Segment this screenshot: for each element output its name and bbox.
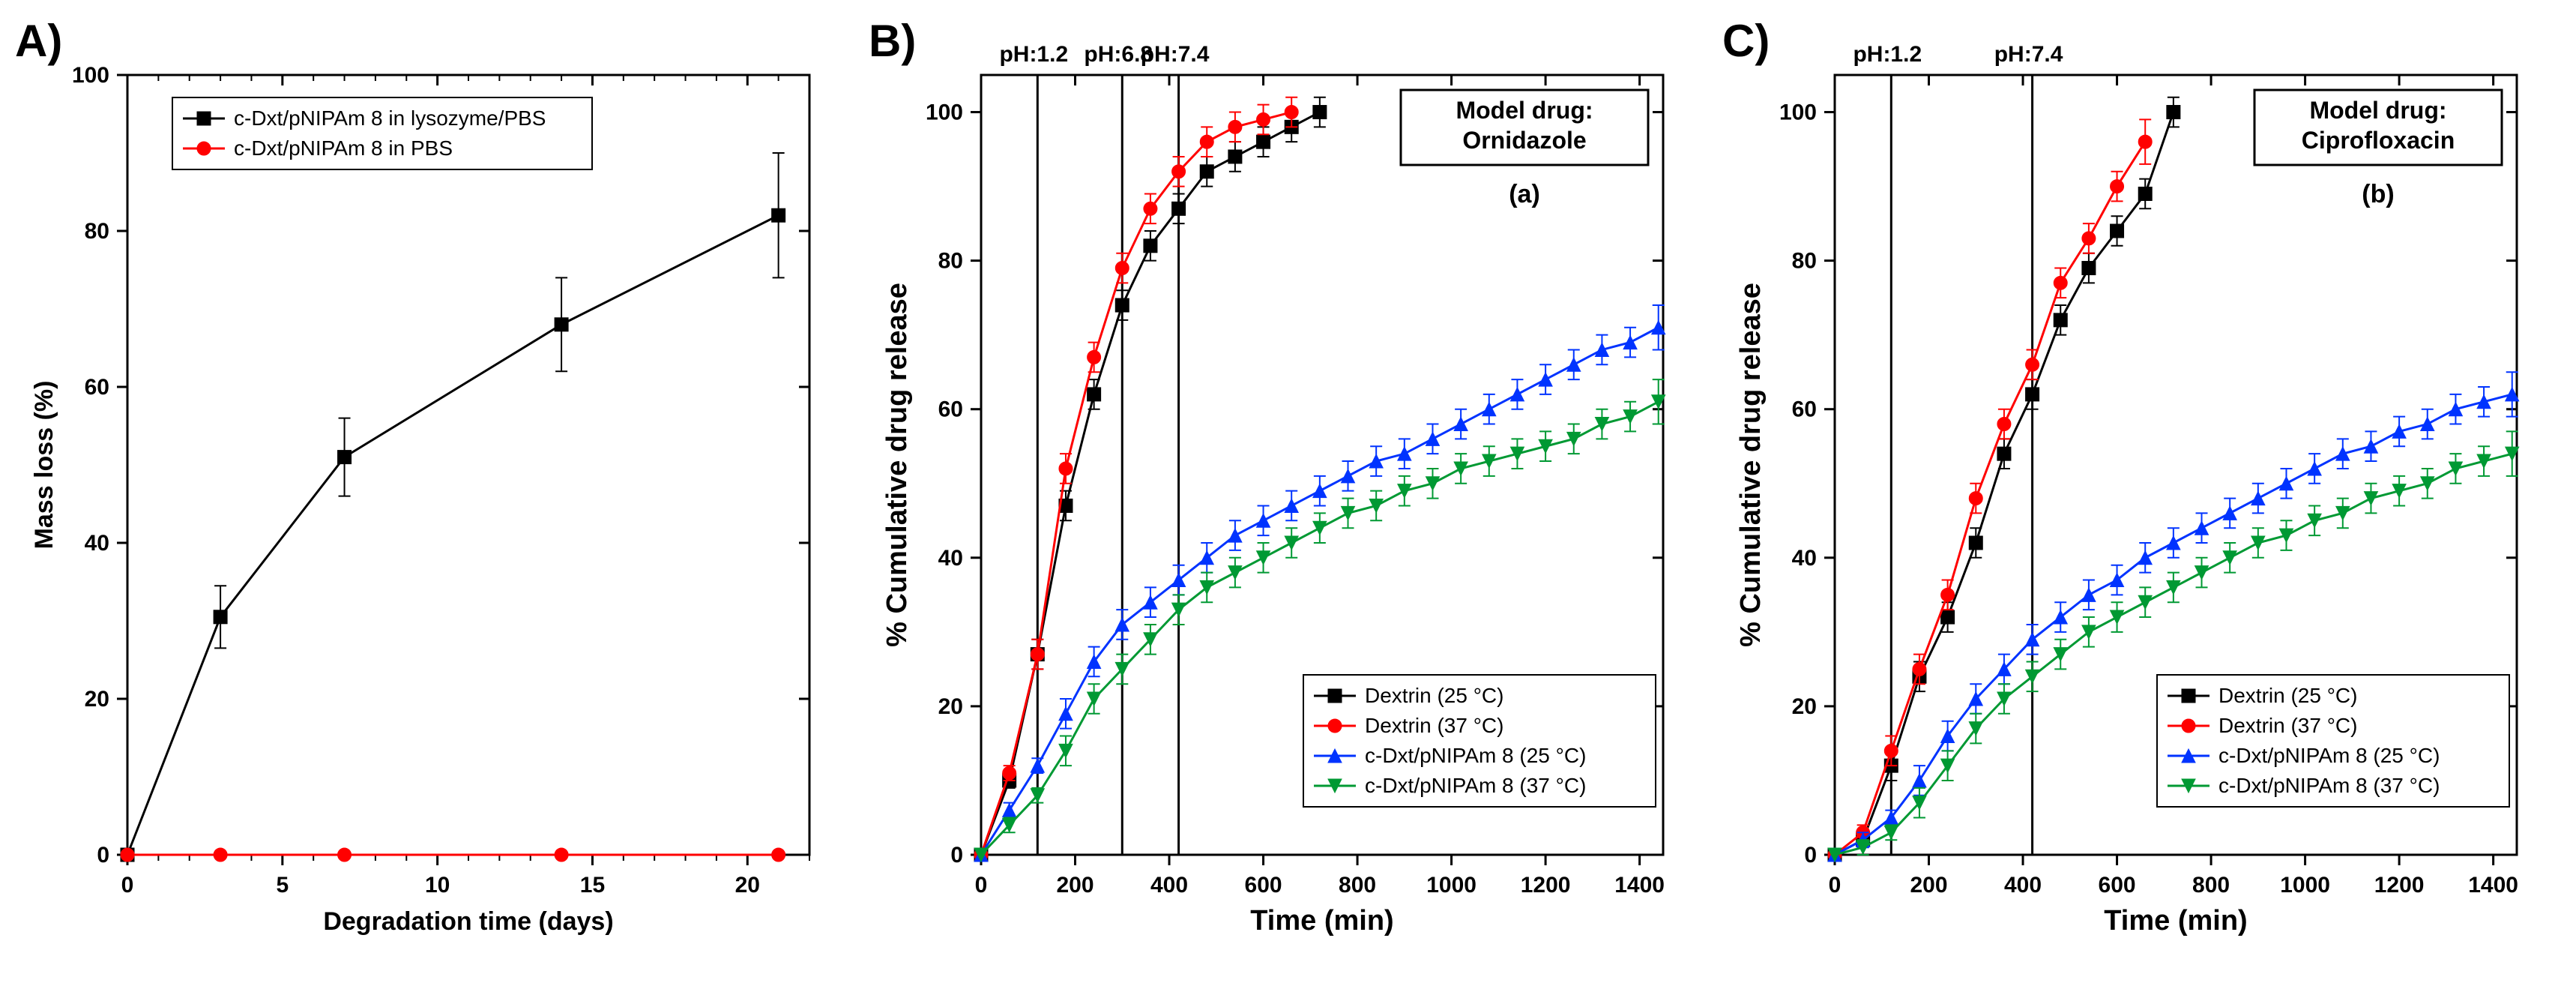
svg-text:c-Dxt/pNIPAm 8 (25 °C): c-Dxt/pNIPAm 8 (25 °C) bbox=[1365, 744, 1586, 767]
svg-text:100: 100 bbox=[1779, 100, 1817, 125]
svg-text:0: 0 bbox=[1829, 873, 1841, 898]
svg-text:20: 20 bbox=[735, 873, 760, 898]
svg-text:200: 200 bbox=[1910, 873, 1947, 898]
svg-text:800: 800 bbox=[1339, 873, 1376, 898]
svg-text:Time (min): Time (min) bbox=[1250, 905, 1393, 937]
svg-text:pH:7.4: pH:7.4 bbox=[1141, 42, 1210, 67]
svg-text:40: 40 bbox=[938, 546, 963, 571]
svg-text:(a): (a) bbox=[1509, 180, 1540, 208]
svg-text:400: 400 bbox=[1150, 873, 1188, 898]
svg-text:Model drug:: Model drug: bbox=[2309, 97, 2446, 124]
svg-text:Model drug:: Model drug: bbox=[1456, 97, 1593, 124]
svg-text:Time (min): Time (min) bbox=[2104, 905, 2247, 937]
svg-text:5: 5 bbox=[276, 873, 289, 898]
panel-a-chart: 0 5 10 15 20 0 20 40 60 80 100 Degradation time (da… bbox=[15, 15, 839, 960]
svg-text:Ciprofloxacin: Ciprofloxacin bbox=[2302, 127, 2455, 154]
svg-text:1400: 1400 bbox=[1614, 873, 1665, 898]
svg-text:600: 600 bbox=[1245, 873, 1282, 898]
svg-text:Ornidazole: Ornidazole bbox=[1462, 127, 1586, 154]
panel-b-chart: 0 200 400 600 800 1000 1200 1400 0 20 40 60 80 100 Tim… bbox=[869, 15, 1693, 960]
svg-text:60: 60 bbox=[1792, 397, 1817, 422]
svg-text:100: 100 bbox=[72, 63, 109, 88]
svg-text:(b): (b) bbox=[2362, 180, 2394, 208]
svg-text:Dextrin (37 °C): Dextrin (37 °C) bbox=[1365, 714, 1503, 737]
svg-text:c-Dxt/pNIPAm 8 in lysozyme/PBS: c-Dxt/pNIPAm 8 in lysozyme/PBS bbox=[234, 106, 546, 130]
svg-text:20: 20 bbox=[938, 694, 963, 719]
svg-text:0: 0 bbox=[121, 873, 134, 898]
svg-text:0: 0 bbox=[1804, 843, 1817, 868]
svg-text:80: 80 bbox=[938, 249, 963, 274]
svg-text:100: 100 bbox=[926, 100, 963, 125]
svg-text:60: 60 bbox=[938, 397, 963, 422]
svg-text:c-Dxt/pNIPAm 8 (37 °C): c-Dxt/pNIPAm 8 (37 °C) bbox=[1365, 774, 1586, 797]
svg-text:Dextrin (25 °C): Dextrin (25 °C) bbox=[1365, 684, 1503, 707]
svg-text:1200: 1200 bbox=[1521, 873, 1571, 898]
svg-text:pH:1.2: pH:1.2 bbox=[1853, 42, 1922, 67]
svg-text:40: 40 bbox=[85, 531, 109, 556]
svg-text:% Cumulative drug release: % Cumulative drug release bbox=[881, 283, 913, 647]
svg-text:200: 200 bbox=[1056, 873, 1094, 898]
panel-a: A) 0 5 10 15 20 0 20 40 60 80 100 Degradation time … bbox=[15, 15, 854, 989]
svg-text:Degradation time (days): Degradation time (days) bbox=[323, 907, 613, 936]
svg-text:600: 600 bbox=[2099, 873, 2136, 898]
svg-text:c-Dxt/pNIPAm 8 (37 °C): c-Dxt/pNIPAm 8 (37 °C) bbox=[2218, 774, 2440, 797]
svg-text:400: 400 bbox=[2004, 873, 2042, 898]
svg-text:pH:1.2: pH:1.2 bbox=[999, 42, 1068, 67]
svg-text:10: 10 bbox=[425, 873, 450, 898]
svg-text:1000: 1000 bbox=[2280, 873, 2330, 898]
panel-c: C) 0 200 400 600 800 1000 1200 1400 0 20 40 60 80 100… bbox=[1722, 15, 2561, 989]
svg-text:60: 60 bbox=[85, 375, 109, 400]
svg-text:40: 40 bbox=[1792, 546, 1817, 571]
panel-a-label: A) bbox=[15, 15, 62, 67]
svg-text:c-Dxt/pNIPAm 8 (25 °C): c-Dxt/pNIPAm 8 (25 °C) bbox=[2218, 744, 2440, 767]
svg-text:pH:7.4: pH:7.4 bbox=[1994, 42, 2063, 67]
svg-text:0: 0 bbox=[97, 843, 109, 868]
svg-text:20: 20 bbox=[1792, 694, 1817, 719]
svg-text:Mass loss (%): Mass loss (%) bbox=[30, 381, 58, 550]
panel-b-label: B) bbox=[869, 15, 916, 67]
panel-c-chart: 0 200 400 600 800 1000 1200 1400 0 20 40 60 80 100 Tim… bbox=[1722, 15, 2547, 960]
figure-container: A) 05101520020406080100Degradation time … bbox=[0, 0, 2576, 1004]
svg-text:80: 80 bbox=[1792, 249, 1817, 274]
svg-text:800: 800 bbox=[2192, 873, 2230, 898]
svg-text:15: 15 bbox=[580, 873, 605, 898]
svg-text:% Cumulative drug release: % Cumulative drug release bbox=[1735, 283, 1767, 647]
svg-text:Dextrin (37 °C): Dextrin (37 °C) bbox=[2218, 714, 2357, 737]
svg-text:1200: 1200 bbox=[2374, 873, 2425, 898]
panel-b: B) 0 200 400 600 800 1000 1200 1400 0 20 40 60 80 100… bbox=[869, 15, 1707, 989]
svg-text:20: 20 bbox=[85, 687, 109, 712]
svg-text:0: 0 bbox=[950, 843, 963, 868]
svg-text:0: 0 bbox=[975, 873, 988, 898]
svg-text:c-Dxt/pNIPAm 8 in PBS: c-Dxt/pNIPAm 8 in PBS bbox=[234, 136, 453, 160]
panel-c-label: C) bbox=[1722, 15, 1770, 67]
svg-text:Dextrin (25 °C): Dextrin (25 °C) bbox=[2218, 684, 2357, 707]
svg-text:80: 80 bbox=[85, 219, 109, 244]
svg-text:1400: 1400 bbox=[2468, 873, 2518, 898]
svg-text:1000: 1000 bbox=[1426, 873, 1476, 898]
